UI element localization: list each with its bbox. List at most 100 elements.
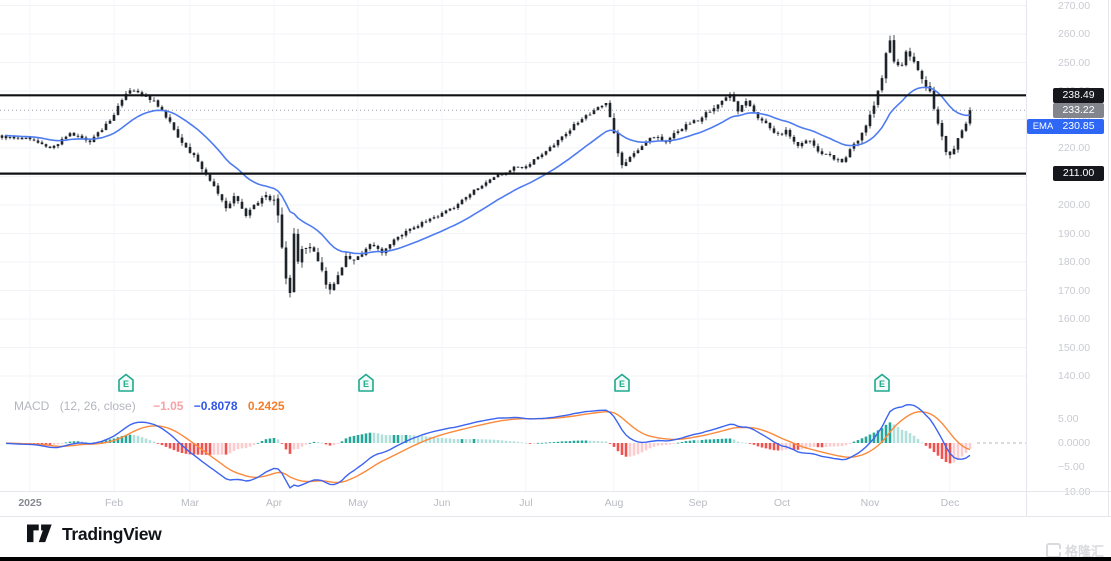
ema-line[interactable] (5, 86, 971, 255)
candle-body (600, 105, 604, 108)
earnings-badge[interactable]: E (873, 373, 891, 393)
price-tick-label: 250.00 (1058, 56, 1091, 69)
candle-body (272, 199, 276, 201)
macd-histogram-bar (148, 440, 152, 443)
last-price-badge[interactable]: 233.22 (1053, 102, 1104, 118)
macd-histogram-bar (500, 440, 504, 443)
price-tick-label: 140.00 (1058, 370, 1091, 382)
macd-histogram-bar (668, 443, 672, 445)
candle-body (128, 90, 132, 94)
candle-body (372, 244, 376, 247)
candle-body (236, 196, 240, 202)
candle-body (200, 161, 204, 169)
macd-histogram-bar (752, 443, 756, 445)
candle-body (732, 94, 736, 102)
candle-body (224, 200, 228, 209)
lower-level-price-badge[interactable]: 211.00 (1053, 166, 1104, 182)
candle-body (148, 96, 152, 100)
macd-legend[interactable]: MACD (12, 26, close) −1.05 −0.8078 0.242… (14, 399, 292, 413)
macd-histogram-bar (764, 443, 768, 449)
time-tick-label: Nov (860, 497, 880, 509)
candle-body (556, 140, 560, 146)
macd-histogram-bar (924, 443, 928, 446)
macd-histogram-bar (528, 443, 532, 444)
earnings-badge[interactable]: E (357, 373, 375, 393)
macd-histogram-bar (556, 441, 560, 443)
macd-histogram-bar (772, 443, 776, 451)
macd-histogram-bar (252, 443, 256, 445)
macd-histogram-bar (740, 442, 744, 444)
macd-histogram-bar (172, 443, 176, 451)
macd-histogram-bar (476, 439, 480, 443)
macd-histogram-bar (656, 443, 660, 446)
candle-body (912, 56, 916, 62)
candle-body (20, 137, 24, 140)
candle-body (588, 114, 592, 116)
candle-body (752, 105, 756, 112)
candle-body (60, 138, 64, 145)
candle-body (840, 158, 844, 163)
candle-body (792, 136, 796, 142)
macd-histogram-bar (488, 439, 492, 443)
macd-histogram-bar (292, 443, 296, 450)
tradingview-logo[interactable]: TradingView (27, 524, 162, 545)
candle-body (908, 51, 912, 57)
candle-body (780, 133, 784, 135)
macd-histogram-bar (280, 443, 284, 444)
macd-signal-line[interactable] (5, 411, 971, 484)
macd-histogram-bar (864, 436, 868, 443)
upper-level-price-badge[interactable]: 238.49 (1053, 87, 1104, 103)
ema-value-badge[interactable]: 230.85 (1053, 118, 1104, 134)
macd-histogram-bar (532, 443, 536, 444)
price-tick-label: 200.00 (1058, 199, 1091, 211)
macd-histogram-bar (372, 432, 376, 443)
candle-body (684, 124, 688, 130)
candle-body (288, 277, 292, 293)
candle-body (828, 153, 832, 156)
time-tick-label: Mar (180, 497, 200, 509)
macd-main-line[interactable] (5, 404, 971, 489)
macd-histogram-bar (48, 443, 52, 445)
candle-body (696, 120, 700, 122)
candle-body (76, 135, 80, 137)
macd-histogram-bar (324, 443, 328, 445)
macd-histogram-bar (616, 443, 620, 452)
candle-body (232, 196, 236, 204)
candle-body (736, 101, 740, 112)
ema-label-badge[interactable]: EMA (1027, 118, 1059, 134)
candle-body (820, 151, 824, 155)
macd-histogram-bar (416, 435, 420, 443)
macd-histogram-bar (244, 443, 248, 449)
candle-body (836, 159, 840, 161)
earnings-badge[interactable]: E (117, 373, 135, 393)
macd-histogram-bar (492, 439, 496, 443)
candle-body (872, 105, 876, 114)
macd-histogram-bar (176, 443, 180, 452)
macd-histogram-bar (516, 441, 520, 443)
macd-histogram-bar (336, 443, 340, 444)
macd-histogram-bar (640, 443, 644, 453)
macd-histogram-bar (116, 437, 120, 443)
time-tick-label: Dec (940, 497, 960, 509)
candle-body (432, 217, 436, 219)
macd-histogram-bar (332, 443, 336, 446)
macd-histogram-bar (892, 424, 896, 443)
candle-body (648, 137, 652, 142)
macd-histogram-bar (328, 443, 332, 446)
candle-body (80, 135, 84, 139)
candle-body (524, 166, 528, 169)
macd-tick-label: 5.00 (1058, 412, 1079, 425)
candle-body (944, 136, 948, 153)
gelonghui-icon (1045, 543, 1061, 558)
macd-histogram-bar (456, 439, 460, 443)
macd-histogram-bar (696, 440, 700, 443)
candle-body (284, 247, 288, 279)
time-tick-label: May (348, 497, 368, 509)
macd-histogram-bar (584, 440, 588, 443)
candle-body (216, 185, 220, 194)
earnings-badge[interactable]: E (613, 373, 631, 393)
candle-body (392, 239, 396, 245)
macd-histogram-value: −1.05 (153, 399, 184, 413)
candle-body (592, 110, 596, 115)
